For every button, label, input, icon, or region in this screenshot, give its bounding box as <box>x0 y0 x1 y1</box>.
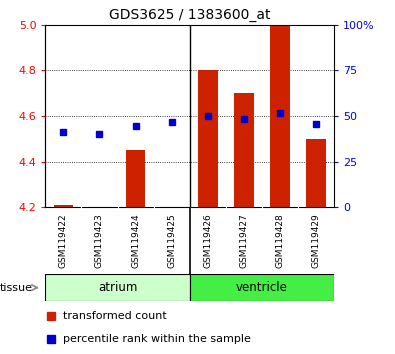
Text: GSM119423: GSM119423 <box>95 213 104 268</box>
Text: tissue: tissue <box>0 282 32 293</box>
Title: GDS3625 / 1383600_at: GDS3625 / 1383600_at <box>109 8 270 22</box>
Text: percentile rank within the sample: percentile rank within the sample <box>63 334 250 344</box>
Bar <box>45 274 190 301</box>
Bar <box>190 274 334 301</box>
Text: atrium: atrium <box>98 281 137 294</box>
Text: GSM119425: GSM119425 <box>167 213 176 268</box>
Text: GSM119427: GSM119427 <box>239 213 248 268</box>
Text: GSM119426: GSM119426 <box>203 213 212 268</box>
Bar <box>306 139 325 207</box>
Text: GSM119424: GSM119424 <box>131 213 140 268</box>
Text: GSM119429: GSM119429 <box>311 213 320 268</box>
Bar <box>126 150 145 207</box>
Bar <box>54 205 73 207</box>
Bar <box>270 25 290 207</box>
Text: ventricle: ventricle <box>236 281 288 294</box>
Text: GSM119422: GSM119422 <box>59 213 68 268</box>
Bar <box>234 93 254 207</box>
Bar <box>198 70 218 207</box>
Text: GSM119428: GSM119428 <box>275 213 284 268</box>
Text: transformed count: transformed count <box>63 311 166 321</box>
